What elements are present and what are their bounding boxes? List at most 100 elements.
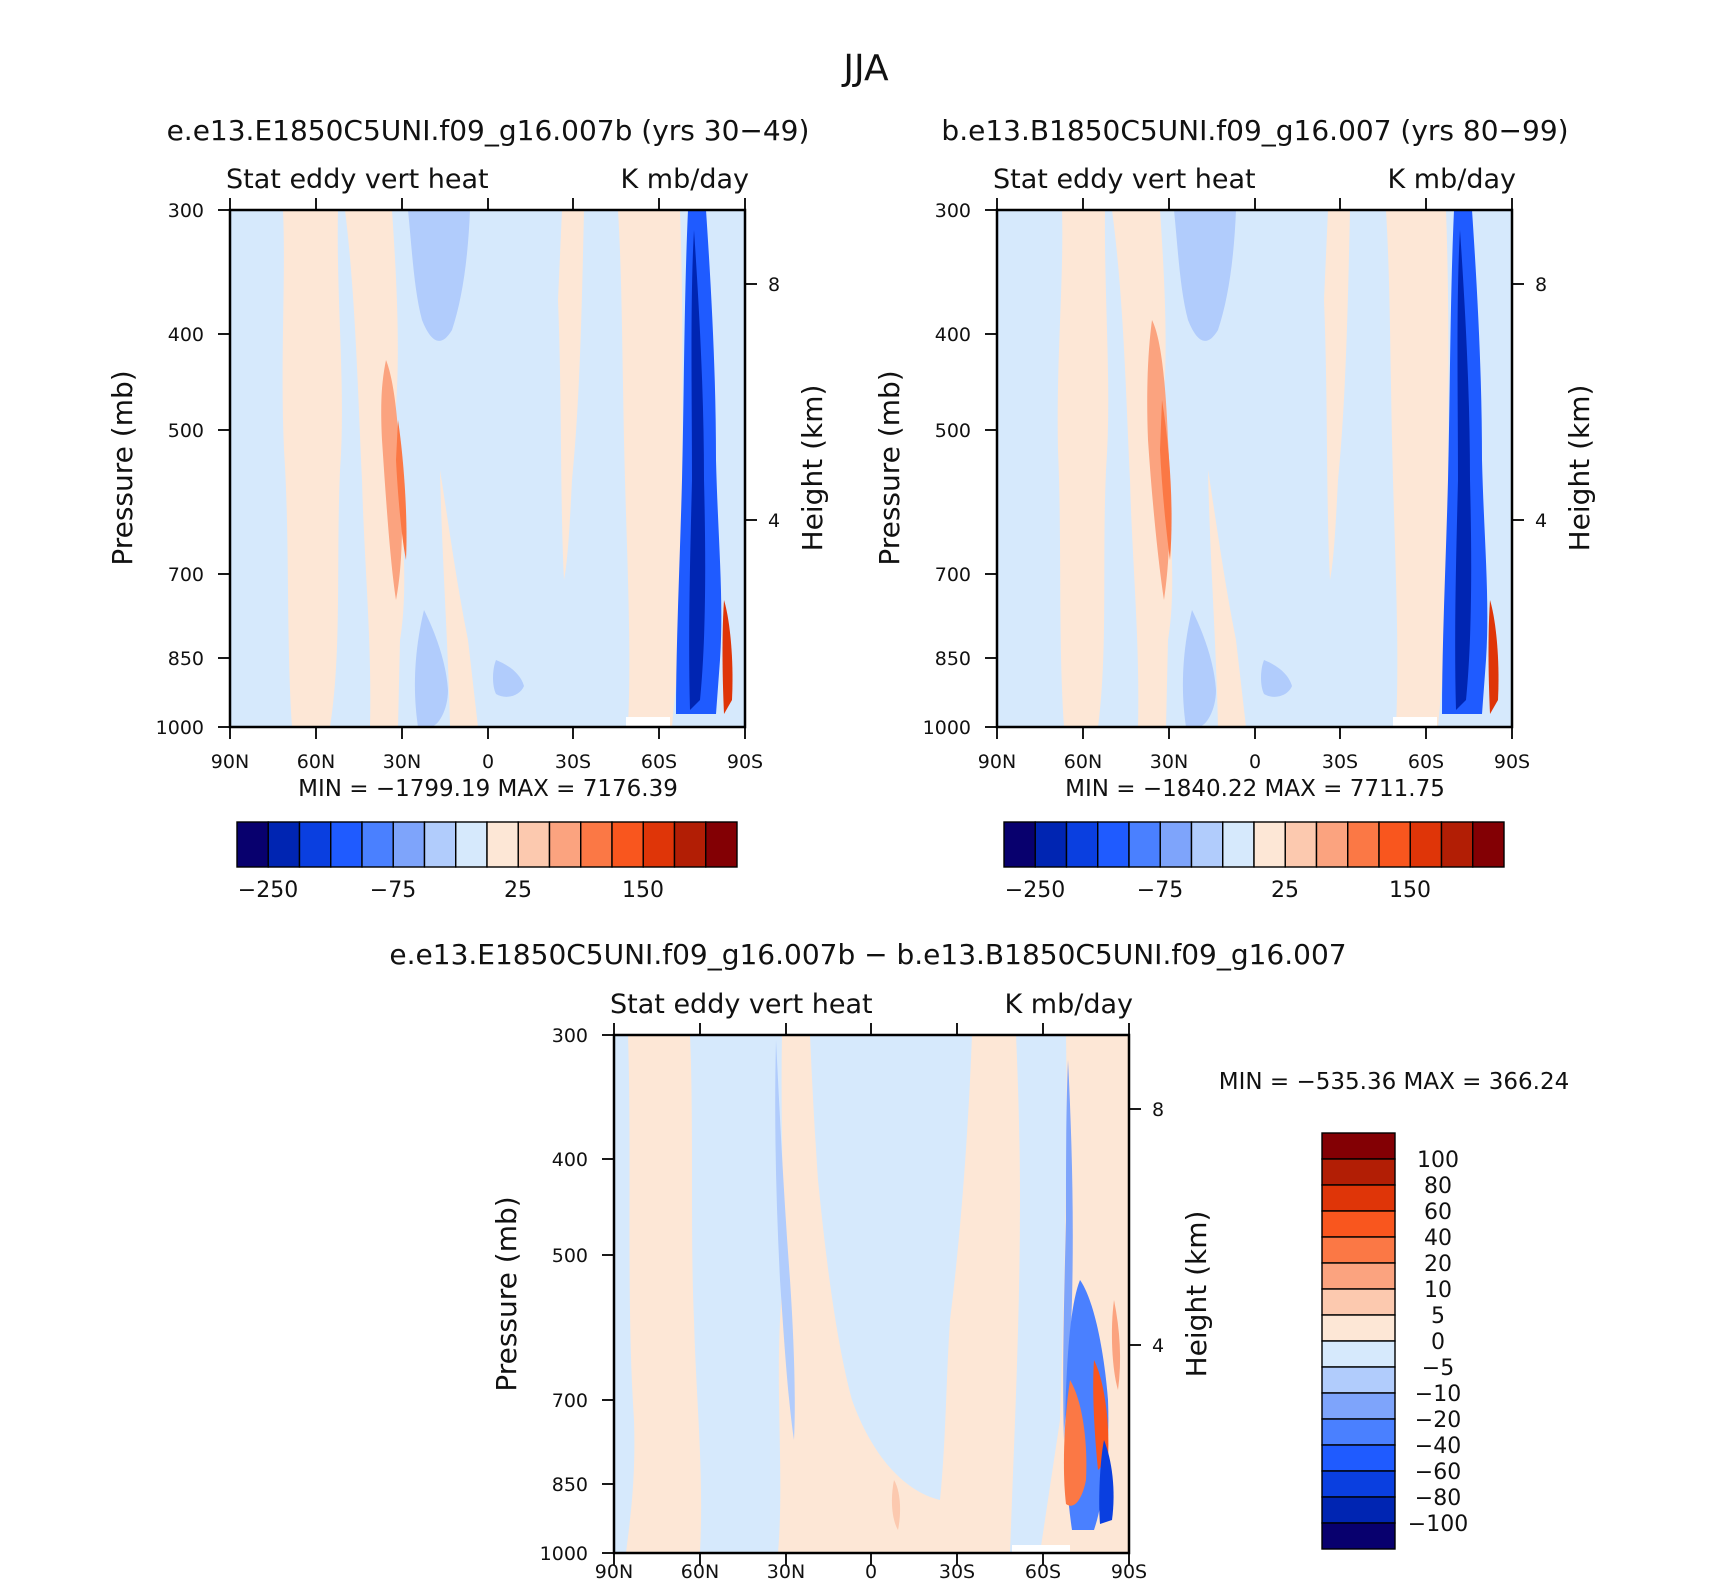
cool-patch-1 <box>1174 210 1236 341</box>
colorbar-swatch <box>1003 821 1036 868</box>
warm-band-4 <box>1324 210 1350 580</box>
colorbar-swatch <box>423 821 457 868</box>
panel-2-units-label: K mb/day <box>1388 164 1517 195</box>
panel-3-colorbar <box>1321 1132 1396 1550</box>
noise-warm-1 <box>1063 1380 1087 1506</box>
x-tick-label: 30N <box>383 751 421 773</box>
panel-1-x-tick-labels: 90N 60N 30N 0 30S 60S 90S <box>211 751 763 773</box>
colorbar-swatch <box>517 821 551 868</box>
cool-patch-3 <box>1261 660 1292 697</box>
colorbar-tick-label: 0 <box>1431 1330 1445 1355</box>
colorbar-swatch <box>1321 1236 1396 1264</box>
x-tick-label: 0 <box>482 751 494 773</box>
colorbar-swatch <box>1409 821 1443 868</box>
y-tick-label: 400 <box>935 324 971 346</box>
colorbar-tick-label: −10 <box>1415 1382 1461 1407</box>
warm-band-1 <box>282 210 342 727</box>
y2-tick-label: 4 <box>1152 1335 1164 1357</box>
panel-3-ticks <box>602 1023 1141 1565</box>
colorbar-swatch <box>1321 1288 1396 1316</box>
panel-1-units-label: K mb/day <box>621 164 750 195</box>
x-tick-label: 60S <box>1408 751 1444 773</box>
cool-stripe-1 <box>775 1040 795 1440</box>
y-tick-label: 500 <box>168 420 204 442</box>
colorbar-tick-label: −250 <box>238 878 298 903</box>
colorbar-swatch <box>1440 821 1474 868</box>
colorbar-swatch <box>298 821 332 868</box>
colorbar-swatch <box>1321 1470 1396 1498</box>
colorbar-swatch <box>1321 1522 1396 1550</box>
warm-spot <box>891 1480 901 1530</box>
x-tick-label: 90N <box>211 751 249 773</box>
figure-title: JJA <box>841 48 889 89</box>
x-tick-label: 60N <box>297 751 335 773</box>
noise-cold-2 <box>1099 1440 1114 1524</box>
colorbar-swatch <box>1321 1210 1396 1238</box>
colorbar-swatch <box>1321 1132 1396 1160</box>
colorbar-tick-label: −75 <box>370 878 416 903</box>
panel-3-variable-label: Stat eddy vert heat <box>610 989 873 1020</box>
cool-band-4 <box>1010 1035 1067 1553</box>
panel-1-y-axis-label: Pressure (mb) <box>106 370 139 565</box>
x-tick-label: 60N <box>1064 751 1102 773</box>
y-tick-label: 300 <box>168 200 204 222</box>
x-tick-label: 30S <box>939 1561 975 1581</box>
warm-core-1 <box>1147 320 1171 600</box>
colorbar-tick-label: 25 <box>504 878 532 903</box>
colorbar-tick-label: 20 <box>1424 1252 1452 1277</box>
colorbar-swatch <box>1034 821 1068 868</box>
panel-2-variable-label: Stat eddy vert heat <box>993 164 1256 195</box>
cool-patch-3 <box>493 660 524 697</box>
warm-band-1 <box>1057 210 1109 727</box>
warm-band-5 <box>618 210 683 727</box>
x-tick-label: 90N <box>978 751 1016 773</box>
colorbar-swatch <box>1321 1184 1396 1212</box>
colorbar-swatch <box>236 821 269 868</box>
panel-2-x-tick-labels: 90N 60N 30N 0 30S 60S 90S <box>978 751 1530 773</box>
colorbar-swatch <box>1284 821 1318 868</box>
panel-1-y-tick-labels: 300 400 500 700 850 1000 8 4 <box>156 200 780 739</box>
colorbar-tick-label: 10 <box>1424 1278 1452 1303</box>
y-tick-label: 500 <box>552 1245 588 1267</box>
y2-tick-label: 8 <box>1535 274 1547 296</box>
panel-2-colorbar-labels: −250 −75 25 150 <box>1005 878 1431 903</box>
y-tick-label: 1000 <box>156 717 204 739</box>
colorbar-swatch <box>1321 1262 1396 1290</box>
y-tick-label: 400 <box>168 324 204 346</box>
missing-data-strip <box>1012 1545 1070 1553</box>
panel-2-title: b.e13.B1850C5UNI.f09_g16.007 (yrs 80−99) <box>941 114 1568 147</box>
y-tick-label: 1000 <box>923 717 971 739</box>
y-tick-label: 850 <box>168 648 204 670</box>
colorbar-swatch <box>361 821 394 868</box>
colorbar-tick-label: −60 <box>1415 1460 1461 1485</box>
warm-band-3 <box>440 470 478 727</box>
panel-1-ticks <box>218 198 757 739</box>
colorbar-tick-label: 80 <box>1424 1174 1452 1199</box>
x-tick-label: 60S <box>1025 1561 1061 1581</box>
colorbar-swatch <box>392 821 426 868</box>
y2-tick-label: 8 <box>768 274 780 296</box>
colorbar-swatch <box>1253 821 1286 868</box>
colorbar-tick-label: −5 <box>1422 1356 1454 1381</box>
panel-3-y2-axis-label: Height (km) <box>1180 1211 1213 1378</box>
colorbar-swatch <box>1321 1314 1396 1342</box>
panel-3-y-tick-labels: 300 400 500 700 850 1000 8 4 <box>540 1025 1164 1565</box>
panel-1-colorbar <box>236 821 738 868</box>
cold-column-inner <box>689 230 706 710</box>
panel-3-y-axis-label: Pressure (mb) <box>490 1196 523 1391</box>
warm-edge <box>722 600 733 714</box>
warm-band-3 <box>1208 470 1246 727</box>
missing-data-strip <box>626 717 670 727</box>
warm-band-4 <box>558 210 584 580</box>
y2-tick-label: 8 <box>1152 1099 1164 1121</box>
panel-2-min-max: MIN = −1840.22 MAX = 7711.75 <box>1065 776 1445 802</box>
colorbar-swatch <box>1321 1366 1396 1394</box>
y-tick-label: 700 <box>168 564 204 586</box>
panel-2-y2-axis-label: Height (km) <box>1563 385 1596 552</box>
x-tick-label: 90S <box>727 751 763 773</box>
panel-3-colorbar-labels: 100 80 60 40 20 10 5 0 −5 −10 −20 −40 −6… <box>1408 1148 1468 1537</box>
colorbar-swatch <box>1321 1418 1396 1446</box>
cool-band-1 <box>614 1035 635 1553</box>
colorbar-swatch <box>548 821 582 868</box>
